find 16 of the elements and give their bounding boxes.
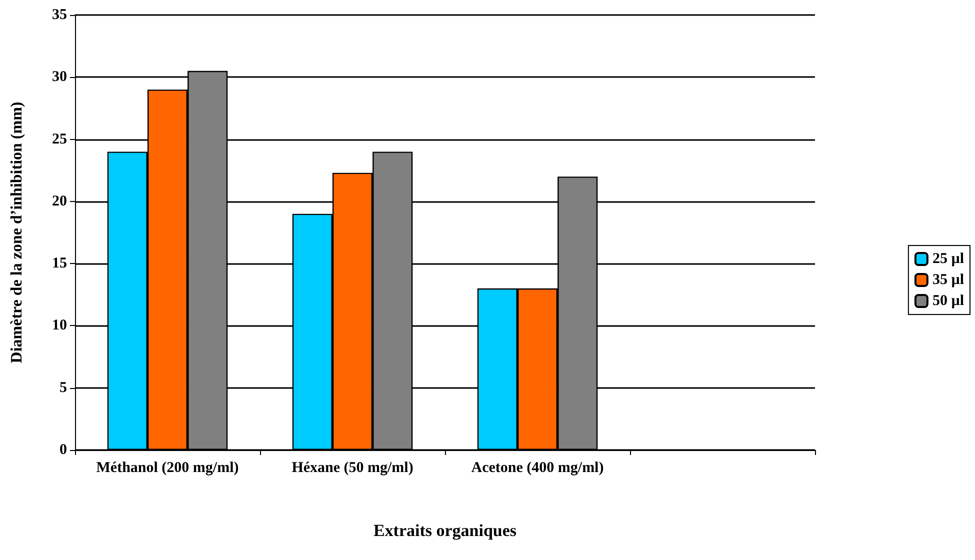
x-axis-title: Extraits organiques	[373, 521, 517, 540]
y-tick-label: 35	[52, 7, 67, 23]
y-tick-label: 20	[52, 193, 67, 210]
y-tick-label: 25	[52, 131, 67, 148]
y-tick-label: 15	[52, 256, 67, 272]
legend-label: 35 µl	[932, 272, 964, 288]
y-axis-title: Diamètre de la zone d’inhibition (mm)	[8, 102, 26, 364]
y-tick-label: 0	[60, 442, 67, 458]
legend-label: 50 µl	[932, 293, 964, 309]
y-tick-label: 10	[52, 318, 67, 334]
legend-label: 25 µl	[932, 251, 964, 267]
x-tick-label: Méthanol (200 mg/ml)	[96, 460, 239, 476]
x-tick-label: Héxane (50 mg/ml)	[292, 460, 414, 476]
x-tick-label: Acetone (400 mg/ml)	[471, 460, 604, 476]
y-tick-label: 5	[60, 380, 67, 396]
y-tick-label: 30	[52, 69, 67, 86]
